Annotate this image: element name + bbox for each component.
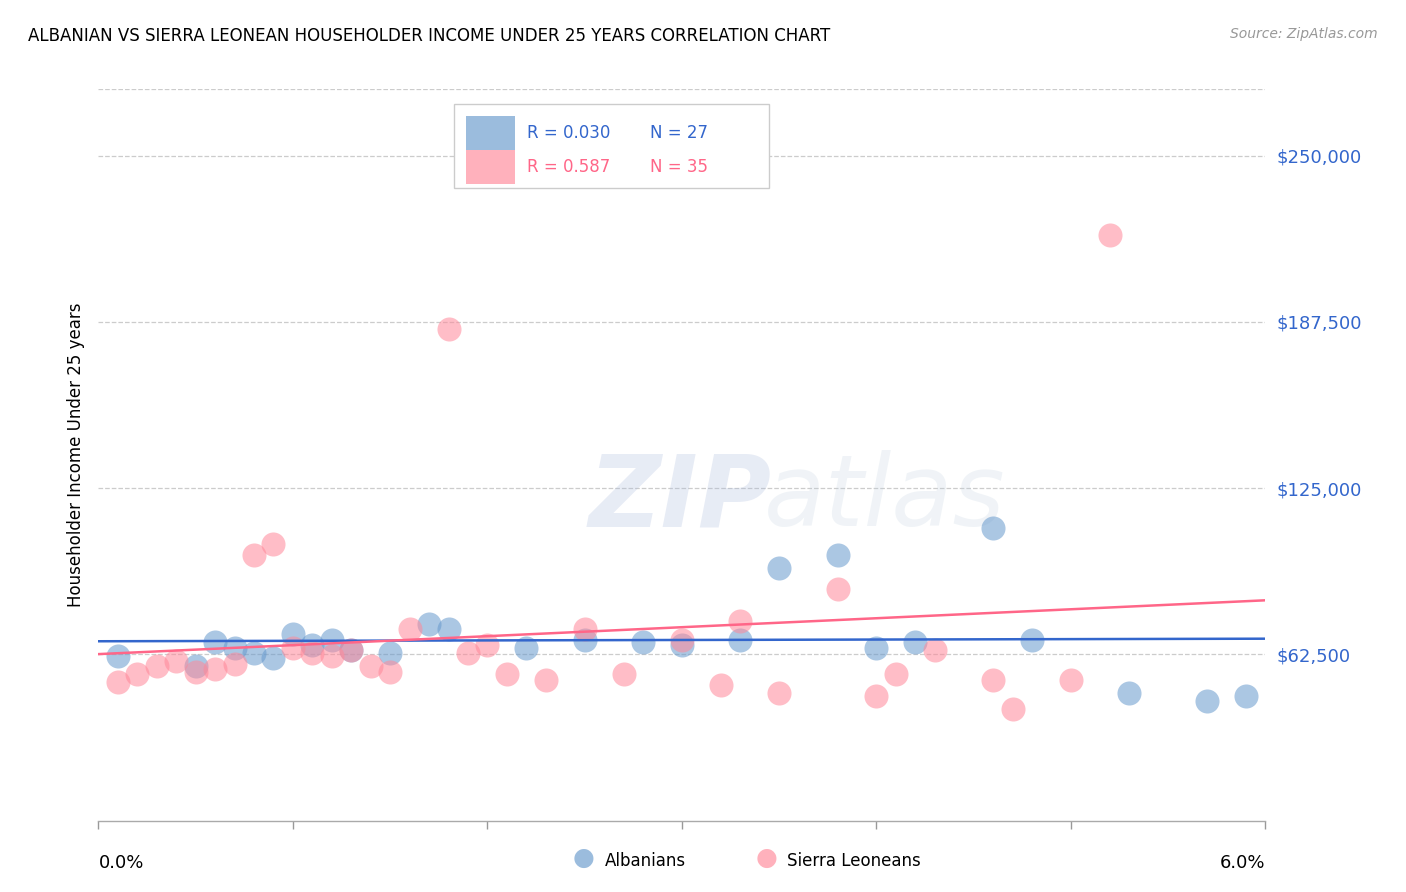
Point bbox=[768, 686, 790, 700]
Point bbox=[301, 646, 323, 660]
Point bbox=[865, 689, 887, 703]
Point bbox=[340, 643, 363, 657]
Text: 0.0%: 0.0% bbox=[98, 854, 143, 871]
Point bbox=[398, 622, 420, 636]
Point bbox=[534, 673, 557, 687]
Point bbox=[184, 659, 207, 673]
Point bbox=[262, 537, 284, 551]
Point bbox=[204, 635, 226, 649]
Point bbox=[924, 643, 946, 657]
Point bbox=[1234, 689, 1257, 703]
Point bbox=[671, 638, 693, 652]
Point bbox=[378, 646, 402, 660]
Point bbox=[457, 646, 479, 660]
Point bbox=[281, 640, 304, 655]
Point bbox=[574, 632, 596, 647]
FancyBboxPatch shape bbox=[465, 150, 515, 184]
Point bbox=[262, 651, 284, 665]
Point bbox=[146, 659, 169, 673]
Point bbox=[884, 667, 907, 681]
Point bbox=[243, 548, 266, 562]
Point bbox=[827, 548, 849, 562]
Text: ●: ● bbox=[572, 846, 595, 870]
Text: atlas: atlas bbox=[763, 450, 1005, 548]
Point bbox=[1098, 228, 1121, 243]
Point bbox=[340, 643, 363, 657]
Text: R = 0.030: R = 0.030 bbox=[527, 124, 610, 142]
Point bbox=[574, 622, 596, 636]
Text: ●: ● bbox=[755, 846, 778, 870]
Point bbox=[730, 632, 752, 647]
Point bbox=[224, 640, 246, 655]
Point bbox=[1001, 702, 1024, 716]
Point bbox=[730, 614, 752, 628]
Point bbox=[631, 635, 654, 649]
Point bbox=[671, 632, 693, 647]
Point bbox=[1195, 694, 1218, 708]
Point bbox=[981, 521, 1004, 535]
Text: 6.0%: 6.0% bbox=[1220, 854, 1265, 871]
FancyBboxPatch shape bbox=[454, 103, 769, 188]
Text: Albanians: Albanians bbox=[605, 852, 686, 870]
Point bbox=[321, 648, 343, 663]
Point bbox=[321, 632, 343, 647]
Point bbox=[437, 622, 460, 636]
Point bbox=[281, 627, 304, 641]
Point bbox=[827, 582, 849, 597]
Point bbox=[165, 654, 187, 668]
Point bbox=[204, 662, 226, 676]
Point bbox=[477, 638, 499, 652]
Text: Sierra Leoneans: Sierra Leoneans bbox=[787, 852, 921, 870]
Text: ALBANIAN VS SIERRA LEONEAN HOUSEHOLDER INCOME UNDER 25 YEARS CORRELATION CHART: ALBANIAN VS SIERRA LEONEAN HOUSEHOLDER I… bbox=[28, 27, 831, 45]
Point bbox=[437, 321, 460, 335]
Point bbox=[184, 665, 207, 679]
Point bbox=[360, 659, 382, 673]
Point bbox=[1021, 632, 1043, 647]
Point bbox=[768, 561, 790, 575]
Text: Source: ZipAtlas.com: Source: ZipAtlas.com bbox=[1230, 27, 1378, 41]
Point bbox=[981, 673, 1004, 687]
Point bbox=[378, 665, 402, 679]
Point bbox=[224, 657, 246, 671]
Point bbox=[1060, 673, 1083, 687]
Text: R = 0.587: R = 0.587 bbox=[527, 158, 610, 176]
Point bbox=[515, 640, 537, 655]
Point bbox=[865, 640, 887, 655]
Point bbox=[107, 675, 129, 690]
Point bbox=[301, 638, 323, 652]
Y-axis label: Householder Income Under 25 years: Householder Income Under 25 years bbox=[66, 302, 84, 607]
Text: N = 27: N = 27 bbox=[651, 124, 709, 142]
Point bbox=[1118, 686, 1140, 700]
Text: N = 35: N = 35 bbox=[651, 158, 709, 176]
Point bbox=[904, 635, 927, 649]
FancyBboxPatch shape bbox=[465, 117, 515, 150]
Point bbox=[613, 667, 636, 681]
Point bbox=[418, 616, 440, 631]
Point bbox=[496, 667, 519, 681]
Text: ZIP: ZIP bbox=[589, 450, 772, 548]
Point bbox=[710, 678, 733, 692]
Point bbox=[243, 646, 266, 660]
Point bbox=[107, 648, 129, 663]
Point bbox=[127, 667, 149, 681]
